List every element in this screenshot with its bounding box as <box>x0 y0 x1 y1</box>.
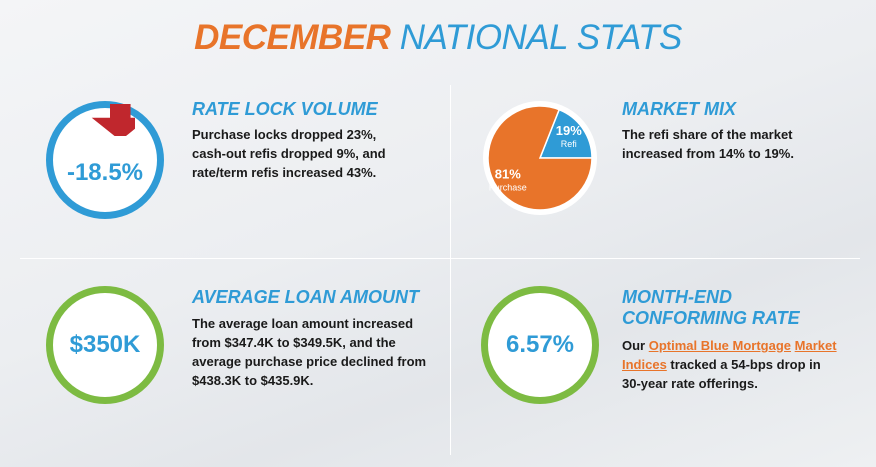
rate-value: 6.57% <box>505 331 575 358</box>
pie-value-purchase: 81% <box>495 166 521 181</box>
rate-heading-line2: CONFORMING RATE <box>622 308 800 328</box>
rate-lock-heading: RATE LOCK VOLUME <box>192 99 378 119</box>
pie-slice-refi <box>538 108 593 159</box>
pie-label-purchase: Purchase <box>489 182 527 192</box>
loan-body: The average loan amount increased from $… <box>192 316 427 388</box>
pie-slice-purchase <box>487 105 593 211</box>
rate-lock-body: Purchase locks dropped 23%, cash-out ref… <box>192 127 386 180</box>
rate-body: Our Optimal Blue Mortgage Market Indices… <box>622 336 837 393</box>
rate-heading-line1: MONTH-END <box>622 287 732 307</box>
loan-circle: $350K <box>46 286 164 404</box>
rate-body-post: tracked a 54-bps drop in 30-year rate of… <box>622 357 821 391</box>
rate-lock-value: -18.5% <box>66 159 144 186</box>
rate-heading: MONTH-END CONFORMING RATE <box>622 287 800 329</box>
title-rest: NATIONAL STATS <box>399 18 683 57</box>
pie-value-refi: 19% <box>556 123 582 138</box>
rate-lock-circle: -18.5% <box>46 101 164 219</box>
market-mix-heading: MARKET MIX <box>622 99 736 119</box>
divider-vertical <box>450 85 451 455</box>
market-mix-body: The refi share of the market increased f… <box>622 127 794 161</box>
page-title: DECEMBER NATIONAL STATS <box>0 18 876 58</box>
indices-link-2[interactable]: Market Indices <box>622 338 837 372</box>
rate-circle: 6.57% <box>481 286 599 404</box>
loan-value: $350K <box>69 331 141 358</box>
pie-label-refi: Refi <box>561 139 577 149</box>
rate-body-pre: Our <box>622 338 649 353</box>
market-mix-pie: 19%Refi 81%Purchase <box>483 101 597 215</box>
down-arrow-icon <box>91 104 135 136</box>
indices-link-1[interactable]: Optimal Blue Mortgage <box>648 338 792 353</box>
divider-horizontal <box>20 258 860 259</box>
title-highlight: DECEMBER <box>194 18 391 57</box>
loan-heading: AVERAGE LOAN AMOUNT <box>192 287 419 307</box>
